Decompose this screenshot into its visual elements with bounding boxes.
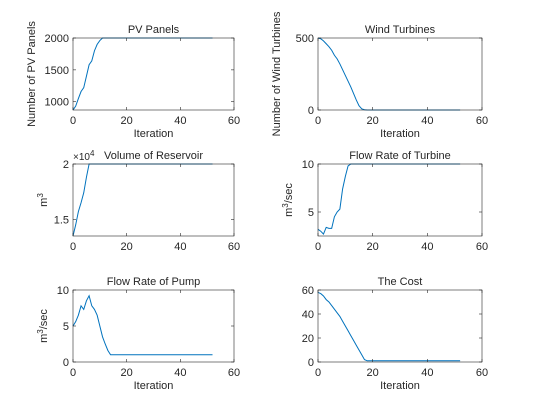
y-tick-label: 5: [63, 321, 69, 333]
axes-box: [317, 37, 483, 111]
x-axis-label: Iteration: [134, 128, 174, 140]
y-tick-label: 20: [302, 333, 314, 345]
x-tick-label: 0: [70, 115, 76, 127]
x-tick-label: 0: [315, 115, 321, 127]
x-tick-label: 60: [228, 241, 240, 253]
x-tick-label: 60: [476, 241, 488, 253]
subplot-6: 0 20 40 60 0 20 40 60 The Cost Iteration: [302, 276, 488, 392]
x-tick-label: 0: [70, 367, 76, 379]
x-tick-label: 40: [174, 241, 186, 253]
y-exponent-label: ×104: [73, 149, 95, 163]
subplot-2: 0 20 40 60 0 500 Wind Turbines Iteration Number …: [271, 11, 488, 140]
x-axis-label: Iteration: [380, 128, 420, 140]
axes-box: [72, 163, 235, 237]
y-tick-label: 60: [302, 285, 314, 297]
y-tick-label: 10: [57, 285, 69, 297]
subplot-3: 0 20 40 60 1.5 2 ×104 Volume of Reservoir m3: [36, 149, 240, 253]
x-tick-label: 20: [121, 241, 133, 253]
x-tick-label: 40: [174, 115, 186, 127]
subplot-title: The Cost: [378, 276, 423, 288]
x-tick-label: 20: [367, 115, 379, 127]
x-tick-label: 20: [367, 241, 379, 253]
y-tick-label: 2000: [45, 33, 69, 45]
subplot-title: Volume of Reservoir: [104, 150, 203, 162]
y-axis-label: m3/sec: [281, 183, 295, 217]
y-tick-label: 1500: [45, 65, 69, 77]
x-tick-label: 60: [228, 367, 240, 379]
y-tick-label: 0: [308, 357, 314, 369]
y-tick-label: 500: [296, 33, 314, 45]
y-tick-label: 40: [302, 309, 314, 321]
axes-box: [317, 289, 483, 363]
data-line: [317, 291, 461, 362]
x-tick-label: 20: [367, 367, 379, 379]
subplot-title: Flow Rate of Pump: [107, 276, 201, 288]
data-line: [72, 294, 213, 356]
x-tick-label: 60: [228, 115, 240, 127]
y-axis-label: m3/sec: [36, 309, 50, 343]
subplot-title: Flow Rate of Turbine: [349, 150, 451, 162]
y-tick-label: 2: [63, 159, 69, 171]
y-tick-label: 0: [63, 357, 69, 369]
x-tick-label: 0: [70, 241, 76, 253]
x-tick-label: 40: [421, 367, 433, 379]
subplot-title: Wind Turbines: [365, 24, 436, 36]
x-tick-label: 0: [315, 241, 321, 253]
axes-box: [317, 163, 483, 237]
y-axis-label: Number of Wind Turbines: [271, 11, 283, 136]
x-tick-label: 20: [121, 367, 133, 379]
y-axis-label: m3: [36, 193, 50, 207]
x-axis-label: Iteration: [380, 380, 420, 392]
subplot-title: PV Panels: [128, 24, 180, 36]
y-tick-label: 10: [302, 159, 314, 171]
y-tick-label: 5: [308, 207, 314, 219]
y-tick-label: 1.5: [54, 214, 69, 226]
y-tick-label: 1000: [45, 97, 69, 109]
subplot-5: 0 20 40 60 0 5 10 Flow Rate of Pump Iteration m3/…: [36, 276, 240, 392]
x-tick-label: 40: [421, 115, 433, 127]
x-tick-label: 40: [174, 367, 186, 379]
x-tick-label: 40: [421, 241, 433, 253]
axes-box: [72, 37, 235, 111]
subplot-1: 0 20 40 60 1000 1500 2000 PV Panels Iteration Num…: [26, 21, 240, 140]
subplot-4: 0 20 40 60 5 10 Flow Rate of Turbine m3/sec: [281, 150, 488, 253]
x-tick-label: 0: [315, 367, 321, 379]
x-tick-label: 60: [476, 367, 488, 379]
x-tick-label: 60: [476, 115, 488, 127]
y-axis-label: Number of PV Panels: [26, 21, 38, 127]
y-tick-label: 0: [308, 105, 314, 117]
x-tick-label: 20: [121, 115, 133, 127]
x-axis-label: Iteration: [134, 380, 174, 392]
